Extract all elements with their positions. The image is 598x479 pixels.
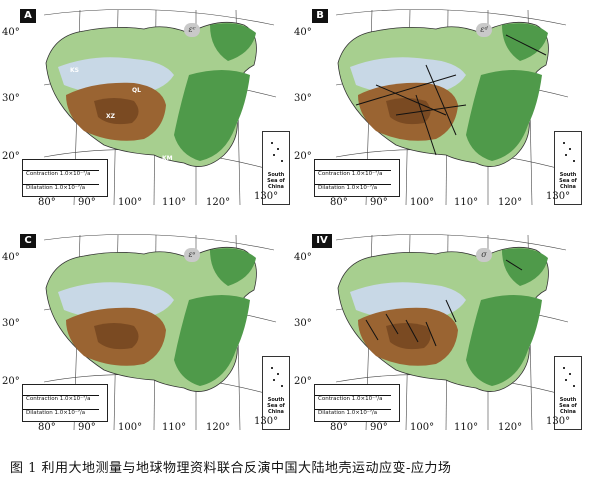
lon-label: 90° bbox=[370, 197, 388, 208]
lat-label: 20° bbox=[294, 151, 312, 162]
inset-label: South Sea of China bbox=[263, 172, 289, 190]
panel-label-c: C bbox=[20, 234, 36, 248]
region-label: KS bbox=[70, 67, 79, 74]
lon-label: 80° bbox=[330, 197, 348, 208]
figure-caption: 图 1 利用大地测量与地球物理资料联合反演中国大陆地壳运动应变-应力场 bbox=[10, 457, 451, 476]
lon-label: 110° bbox=[162, 422, 186, 433]
lat-label: 40° bbox=[2, 252, 20, 263]
panel-c: C εˢ Contraction 1.0×10⁻⁷/a Dilatation 1… bbox=[14, 230, 290, 434]
lon-label: 100° bbox=[410, 422, 434, 433]
legend-c: Contraction 1.0×10⁻⁷/a Dilatation 1.0×10… bbox=[22, 384, 108, 422]
lon-label: 130° bbox=[546, 191, 570, 202]
panel-b: B εᵈ Contraction 1.0×10⁻⁷/a Dilatation 1… bbox=[306, 5, 582, 209]
lon-label: 130° bbox=[254, 191, 278, 202]
region-label: QL bbox=[132, 87, 141, 94]
legend-contraction: Contraction 1.0×10⁻⁷/a bbox=[26, 171, 106, 177]
inset-label: South Sea of China bbox=[555, 397, 581, 415]
lon-label: 100° bbox=[118, 197, 142, 208]
lon-label: 80° bbox=[330, 422, 348, 433]
lon-label: 90° bbox=[370, 422, 388, 433]
lon-label: 120° bbox=[206, 422, 230, 433]
legend-dilatation: Dilatation 1.0×10⁻⁷/a bbox=[318, 185, 398, 191]
panel-badge-c: εˢ bbox=[184, 248, 200, 262]
legend-dilatation: Dilatation 1.0×10⁻⁷/a bbox=[26, 185, 106, 191]
lat-label: 20° bbox=[294, 376, 312, 387]
region-label: KM bbox=[162, 155, 173, 162]
lon-label: 120° bbox=[498, 422, 522, 433]
panel-label-a: A bbox=[20, 9, 36, 23]
lat-label: 30° bbox=[294, 93, 312, 104]
legend-b: Contraction 1.0×10⁻⁷/a Dilatation 1.0×10… bbox=[314, 159, 400, 197]
lon-label: 100° bbox=[410, 197, 434, 208]
legend-dilatation: Dilatation 1.0×10⁻⁷/a bbox=[318, 410, 398, 416]
lon-label: 90° bbox=[78, 197, 96, 208]
lat-label: 20° bbox=[2, 376, 20, 387]
panel-badge-b: εᵈ bbox=[476, 23, 492, 37]
panel-badge-a: εᶜ bbox=[184, 23, 200, 37]
lon-label: 110° bbox=[454, 422, 478, 433]
lat-label: 40° bbox=[294, 252, 312, 263]
legend-contraction: Contraction 1.0×10⁻⁷/a bbox=[318, 171, 398, 177]
inset-label: South Sea of China bbox=[555, 172, 581, 190]
lon-label: 130° bbox=[546, 416, 570, 427]
lon-label: 120° bbox=[498, 197, 522, 208]
lon-label: 80° bbox=[38, 197, 56, 208]
panel-iv: IV σ Contraction 1.0×10⁻⁷/a Dilatation 1… bbox=[306, 230, 582, 434]
lat-label: 20° bbox=[2, 151, 20, 162]
lon-label: 130° bbox=[254, 416, 278, 427]
inset-label: South Sea of China bbox=[263, 397, 289, 415]
legend-contraction: Contraction 1.0×10⁻⁷/a bbox=[26, 396, 106, 402]
lon-label: 120° bbox=[206, 197, 230, 208]
legend-iv: Contraction 1.0×10⁻⁷/a Dilatation 1.0×10… bbox=[314, 384, 400, 422]
lat-label: 40° bbox=[294, 27, 312, 38]
lat-label: 40° bbox=[2, 27, 20, 38]
panel-label-iv: IV bbox=[312, 234, 332, 248]
legend-dilatation: Dilatation 1.0×10⁻⁷/a bbox=[26, 410, 106, 416]
lon-label: 110° bbox=[454, 197, 478, 208]
panel-label-b: B bbox=[312, 9, 328, 23]
legend-a: Contraction 1.0×10⁻⁷/a Dilatation 1.0×10… bbox=[22, 159, 108, 197]
lat-label: 30° bbox=[294, 318, 312, 329]
lat-label: 30° bbox=[2, 318, 20, 329]
lon-label: 90° bbox=[78, 422, 96, 433]
legend-contraction: Contraction 1.0×10⁻⁷/a bbox=[318, 396, 398, 402]
lon-label: 100° bbox=[118, 422, 142, 433]
panel-a: A εᶜ KS QL XZ KM Contraction 1.0×10⁻⁷/a … bbox=[14, 5, 290, 209]
lat-label: 30° bbox=[2, 93, 20, 104]
lon-label: 110° bbox=[162, 197, 186, 208]
region-label: XZ bbox=[106, 113, 115, 120]
panel-badge-iv: σ bbox=[476, 248, 492, 262]
lon-label: 80° bbox=[38, 422, 56, 433]
